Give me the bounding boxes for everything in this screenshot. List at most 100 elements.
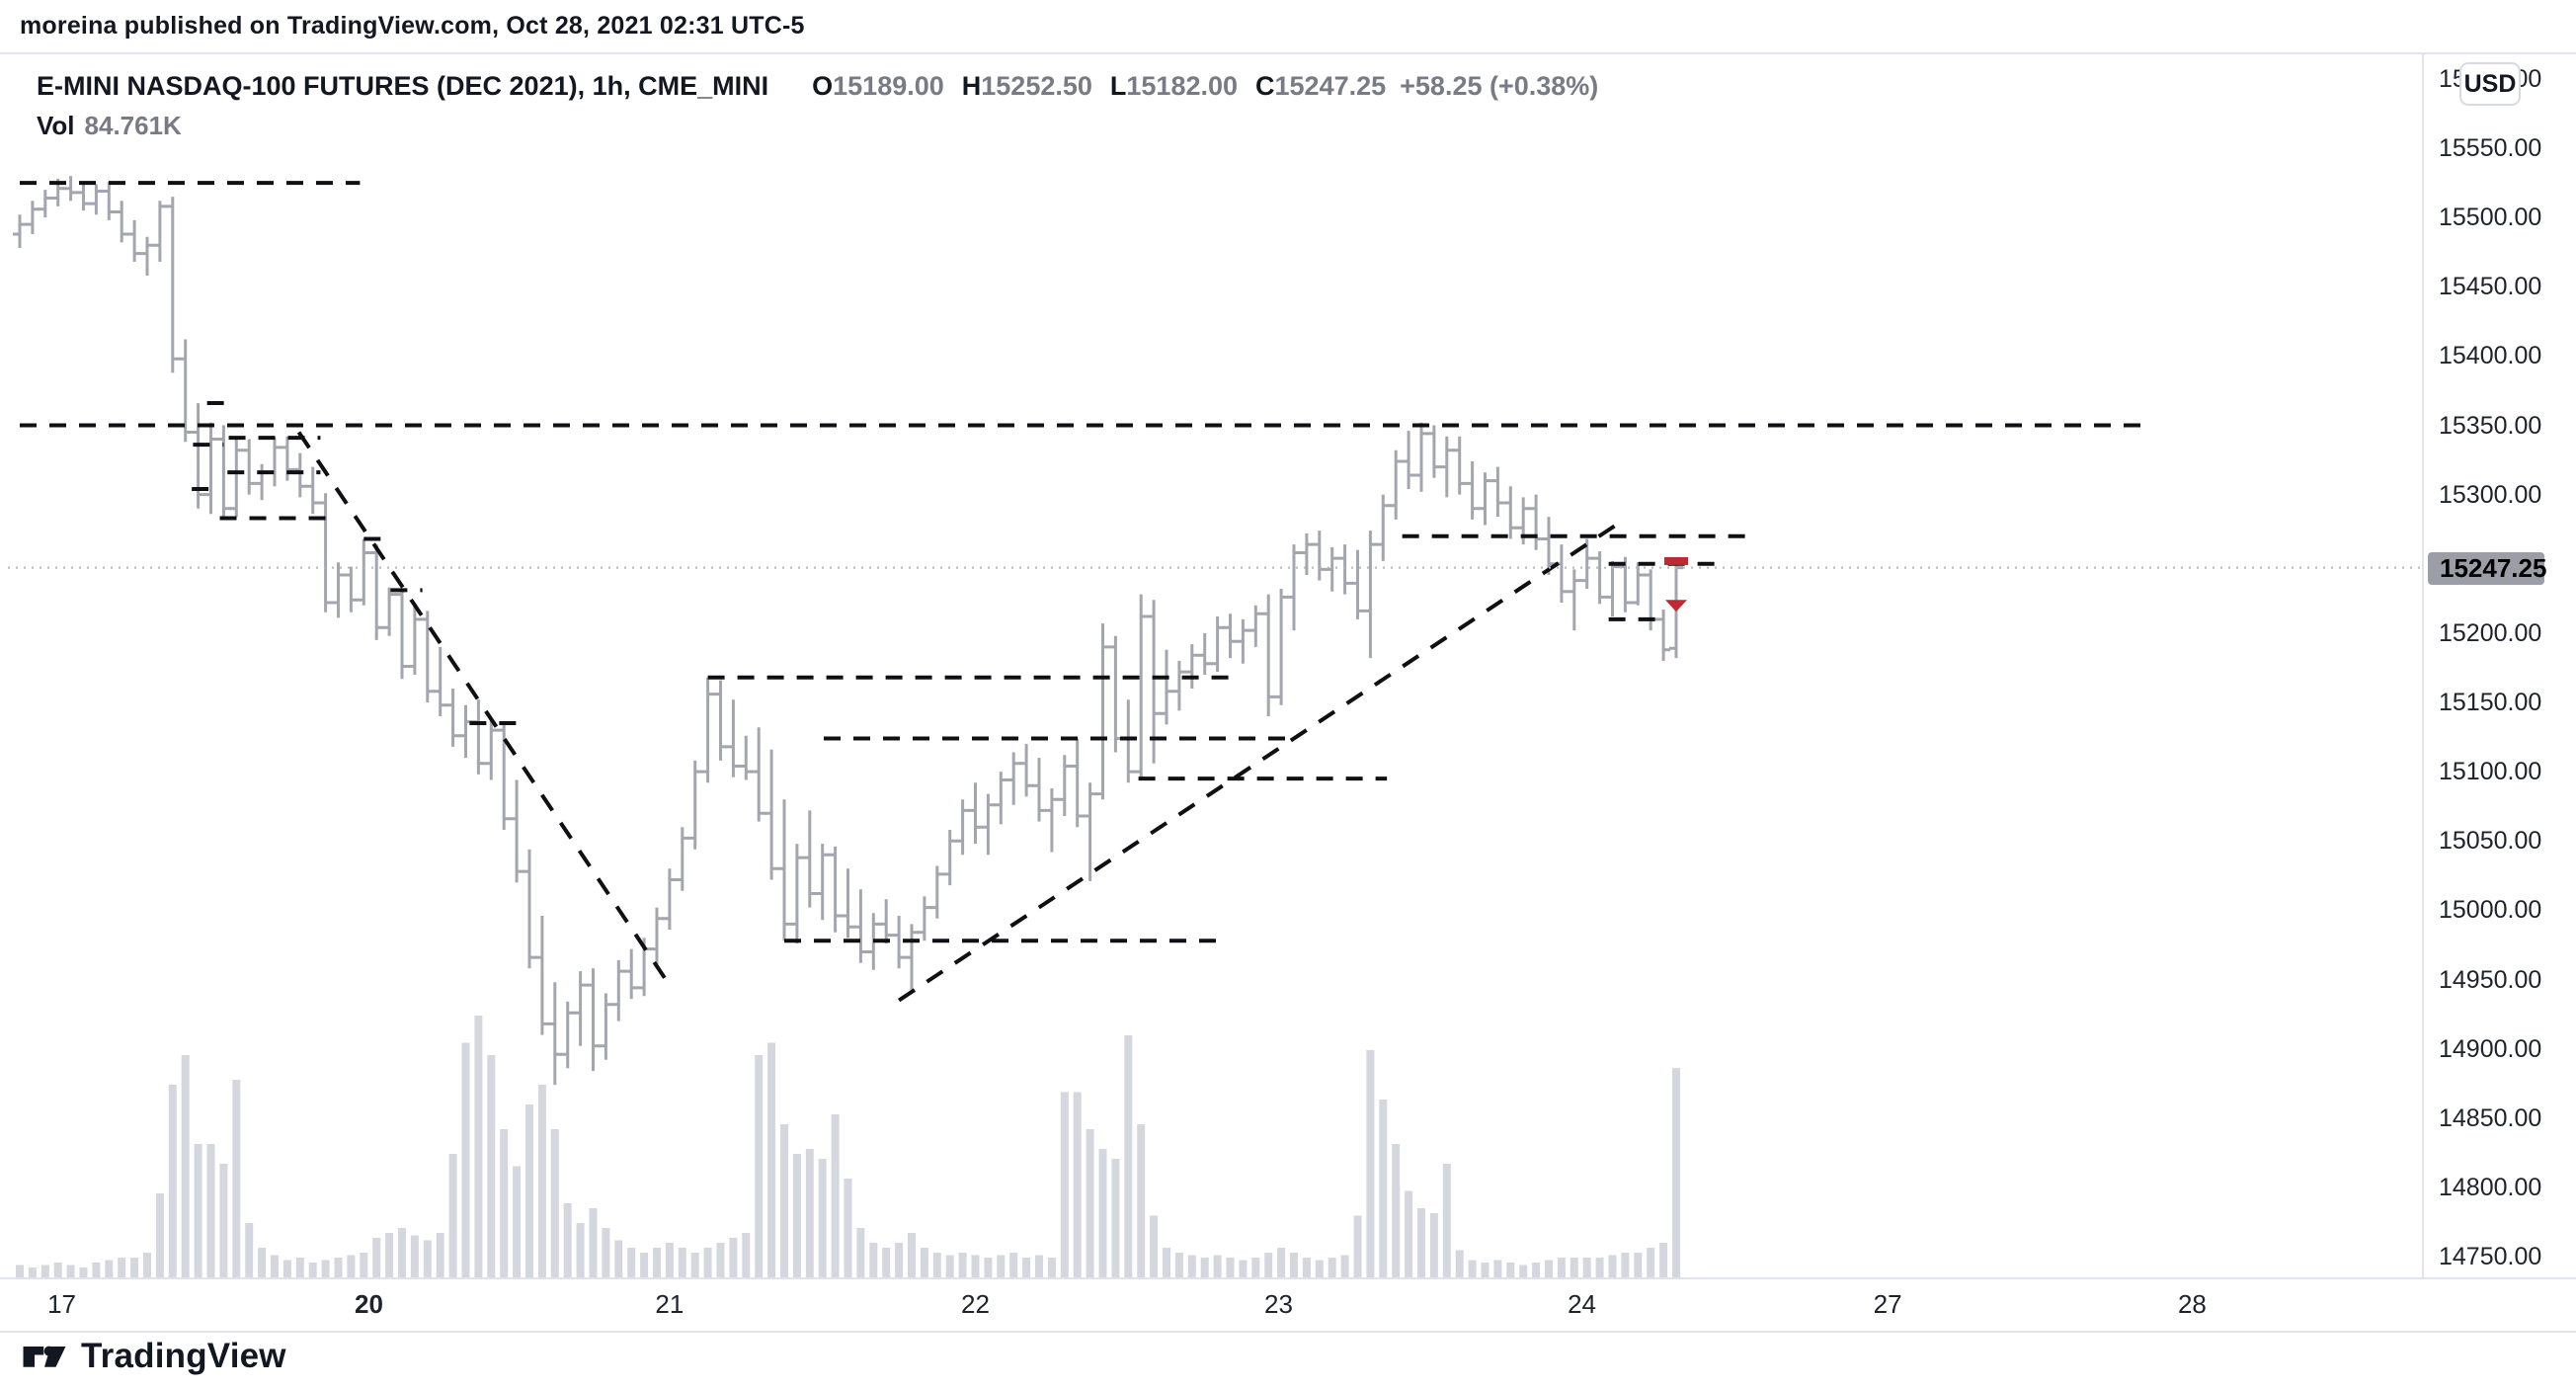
volume-bar [1315,1260,1324,1277]
volume-bar [844,1179,852,1277]
volume-bar [1493,1260,1502,1277]
time-tick-label: 17 [47,1289,77,1319]
volume-bar [537,1085,546,1277]
ohlc-bar [853,889,868,963]
time-tick-label: 23 [1264,1289,1293,1319]
volume-bar [1442,1164,1451,1277]
time-tick-label: 24 [1568,1289,1596,1319]
ohlc-bar [1414,422,1428,492]
ohlc-bar [395,589,409,680]
volume-bar [334,1258,343,1277]
volume-bar [1353,1215,1362,1277]
time-tick-label: 20 [354,1289,383,1319]
ohlc-bar [191,403,205,509]
volume-bar [1086,1129,1094,1277]
ohlc-bar [942,830,957,886]
time-axis[interactable]: 17 20 21 22 23 24 27 28 [0,1279,2422,1331]
ohlc-bar [573,971,588,1046]
volume-bar [1060,1092,1069,1277]
volume-bar [792,1154,801,1277]
ohlc-bar [1287,544,1301,631]
ohlc-bar [687,760,702,850]
ohlc-bar [1160,649,1173,725]
ohlc-bar [1108,635,1123,753]
volume-bar [360,1253,368,1277]
trendline[interactable] [897,521,1622,1003]
last-price-badge: 15247.25 [2428,552,2546,585]
volume-bar [143,1253,151,1277]
volume-bar [40,1265,49,1277]
ohlc-bar [1019,744,1034,797]
price-tick-label: 14800.00 [2439,1173,2542,1201]
ohlc-bar [789,844,804,943]
currency-button[interactable]: USD [2459,62,2521,106]
ohlc-bar [560,1001,575,1069]
ohlc-bar [1197,632,1212,675]
ohlc-bar [1337,544,1352,595]
volume-bar [755,1055,764,1277]
volume-bar [258,1248,267,1277]
volume-bar [550,1129,559,1277]
volume-bar [729,1238,738,1277]
volume-bar [1124,1035,1133,1277]
ohlc-bar [1171,660,1186,711]
ohlc-bar [497,721,512,830]
ohlc-bar [1554,544,1569,603]
volume-bar [1137,1124,1146,1277]
ohlc-bar [599,993,613,1060]
ohlc-bar [523,849,536,969]
volume-bar [997,1255,1006,1277]
volume-bar [1290,1253,1298,1277]
ohlc-bar [1452,436,1467,495]
ohlc-bar [739,735,754,780]
volume-bar [895,1243,904,1277]
price-tick-label: 15200.00 [2439,618,2542,647]
volume-bar [168,1085,177,1277]
ohlc-bar [879,899,894,943]
volume-bar [1608,1255,1617,1277]
trendline[interactable] [296,431,668,981]
ohlc-bar [1095,623,1110,800]
ohlc-bar [905,924,919,994]
volume-bar [1073,1092,1082,1277]
ohlc-bar [1274,589,1289,705]
volume-bar [1111,1159,1120,1277]
ohlc-bar [1261,594,1276,716]
volume-bar [563,1203,572,1277]
volume-bar [602,1228,610,1277]
ohlc-bar [1223,613,1238,659]
volume-bar [932,1253,941,1277]
ohlc-bar [102,181,117,220]
sell-arrow-marker[interactable] [1665,600,1687,613]
price-tick-label: 15300.00 [2439,480,2542,509]
volume-bar [1277,1248,1286,1277]
ohlc-bar [152,201,167,262]
volume-bar [347,1255,356,1277]
ohlc-bar [127,219,142,262]
price-tick-label: 14950.00 [2439,965,2542,994]
ohlc-bar [662,868,677,930]
order-price-marker[interactable] [1664,556,1688,565]
ohlc-bar [433,646,447,716]
volume-bar [1379,1100,1388,1277]
ohlc-close-value: 15247.25 [1274,71,1387,101]
tradingview-logo-icon[interactable] [22,1337,67,1376]
volume-bar [1595,1258,1604,1277]
ohlc-bar [917,896,931,941]
volume-bar [1174,1253,1183,1277]
volume-bar [410,1235,419,1277]
volume-bar [448,1154,457,1277]
ohlc-bar [140,236,154,276]
ohlc-bar [1121,699,1136,783]
volume-bar [423,1240,432,1277]
volume-bar [716,1243,725,1277]
volume-bar [372,1238,381,1277]
ohlc-bar [89,184,104,215]
chart-canvas[interactable] [0,54,2422,1277]
time-tick-label: 22 [961,1289,990,1319]
ohlc-bar [1439,436,1454,498]
ohlc-bar [1376,494,1391,561]
ohlc-bar [815,844,830,921]
volume-bar [805,1149,814,1277]
price-axis[interactable]: 14750.00 14800.00 14850.00 14900.00 14950.00… [2422,54,2576,1277]
